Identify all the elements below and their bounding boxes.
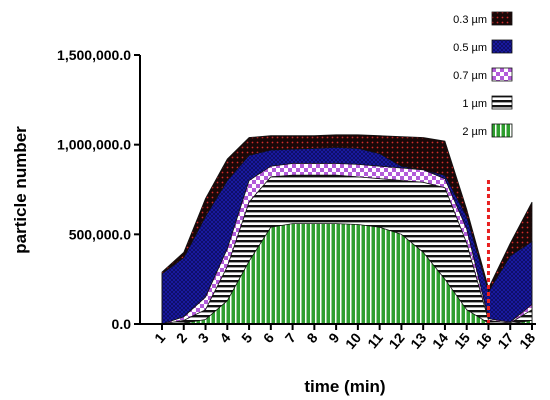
y-tick-label: 1,500,000.0 <box>57 47 131 63</box>
x-tick-label: 6 <box>260 329 277 345</box>
legend-label: 0.7 µm <box>453 70 487 82</box>
legend-swatch <box>491 11 513 26</box>
y-tick-label: 1,000,000.0 <box>57 137 131 153</box>
x-tick-label: 11 <box>364 329 386 351</box>
legend-item-0: 0.3 µm <box>453 11 513 26</box>
x-tick-label: 14 <box>429 329 451 351</box>
x-axis-title: time (min) <box>304 377 385 396</box>
x-tick-label: 12 <box>385 329 407 351</box>
x-tick-label: 7 <box>282 329 299 345</box>
y-tick-labels: 0.0 500,000.0 1,000,000.0 1,500,000.0 <box>57 47 140 332</box>
legend-label: 0.5 µm <box>453 42 487 54</box>
legend-item-3: 1 µm <box>462 95 513 110</box>
legend-swatch <box>491 95 513 110</box>
x-tick-labels: 1 2 3 4 5 6 7 8 9 10 11 12 13 14 15 16 17 18 <box>151 324 538 352</box>
x-tick-label: 18 <box>516 329 538 351</box>
legend-item-1: 0.5 µm <box>453 39 513 54</box>
x-tick-label: 1 <box>151 329 168 345</box>
legend-item-2: 0.7 µm <box>453 67 513 82</box>
x-tick-label: 13 <box>407 329 429 351</box>
y-tick-label: 500,000.0 <box>69 226 131 242</box>
legend-swatch <box>491 39 513 54</box>
x-tick-label: 17 <box>494 329 516 351</box>
x-tick-label: 4 <box>216 329 233 345</box>
area-series-group <box>161 134 533 325</box>
legend-label: 1 µm <box>462 98 487 110</box>
legend-swatch <box>491 67 513 82</box>
x-tick-label: 16 <box>472 329 494 351</box>
x-tick-label: 2 <box>173 329 190 345</box>
x-tick-label: 15 <box>451 329 473 351</box>
x-tick-label: 10 <box>342 329 364 351</box>
legend: 0.3 µm 0.5 µm 0.7 µm 1 µm 2 µm <box>453 11 513 138</box>
x-tick-label: 9 <box>325 329 342 345</box>
y-tick-label: 0.0 <box>112 316 132 332</box>
x-tick-label: 8 <box>303 329 320 345</box>
y-axis-title: particle number <box>11 126 30 254</box>
legend-label: 2 µm <box>462 126 487 138</box>
legend-swatch <box>491 123 513 138</box>
legend-item-4: 2 µm <box>462 123 513 138</box>
legend-label: 0.3 µm <box>453 14 487 26</box>
x-tick-label: 3 <box>195 329 212 345</box>
x-tick-label: 5 <box>238 329 255 345</box>
